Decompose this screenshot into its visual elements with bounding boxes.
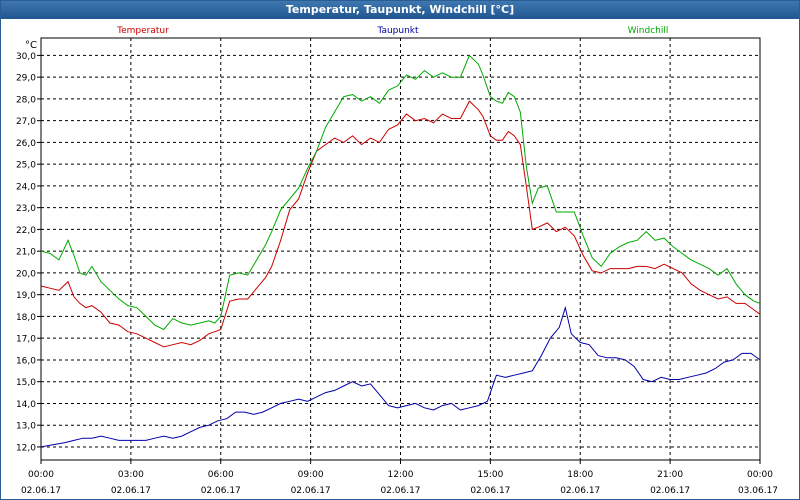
y-tick-label: 21,0 (16, 248, 36, 258)
y-tick-label: 23,0 (16, 204, 36, 214)
window-title: Temperatur, Taupunkt, Windchill [°C] (1, 1, 799, 19)
x-tick-date: 02.06.17 (201, 486, 241, 496)
x-tick-date: 02.06.17 (291, 486, 331, 496)
x-tick-time: 00:00 (28, 470, 54, 480)
legend: Temperatur Taupunkt Windchill (116, 26, 668, 36)
y-tick-label: 30,0 (16, 52, 36, 62)
x-tick-time: 03:00 (118, 470, 144, 480)
x-tick-date: 02.06.17 (560, 486, 600, 496)
x-tick-time: 15:00 (477, 470, 503, 480)
legend-temperatur: Temperatur (116, 26, 169, 36)
x-tick-time: 18:00 (567, 470, 593, 480)
y-tick-label: 19,0 (16, 291, 36, 301)
x-tick-time: 21:00 (657, 470, 683, 480)
y-tick-label: 22,0 (16, 226, 36, 236)
y-tick-label: 24,0 (16, 182, 36, 192)
y-tick-label: 12,0 (16, 443, 36, 453)
y-tick-label: 25,0 (16, 161, 36, 171)
y-axis-label: °C (25, 40, 37, 51)
x-tick-time: 00:00 (747, 470, 773, 480)
y-tick-label: 13,0 (16, 422, 36, 432)
y-tick-label: 15,0 (16, 378, 36, 388)
y-axis-ticks: 12,0 13,0 14,0 15,0 16,0 17,0 18,0 19,0 20,0 21,0… (16, 52, 41, 453)
x-axis-ticks: 00:00 02.06.17 03:00 02.06.17 06:00 02.06.17 0… (21, 460, 778, 496)
y-tick-label: 29,0 (16, 74, 36, 84)
x-tick-time: 09:00 (298, 470, 324, 480)
x-tick-time: 12:00 (388, 470, 414, 480)
legend-windchill: Windchill (628, 26, 669, 36)
x-tick-date: 02.06.17 (470, 486, 510, 496)
x-tick-date: 02.06.17 (650, 486, 690, 496)
y-tick-label: 16,0 (16, 356, 36, 366)
y-tick-label: 18,0 (16, 313, 36, 323)
series-line-taupunkt (40, 305, 761, 448)
y-tick-label: 27,0 (16, 117, 36, 127)
x-tick-date: 02.06.17 (21, 486, 61, 496)
legend-taupunkt: Taupunkt (376, 26, 419, 36)
y-tick-label: 20,0 (16, 269, 36, 279)
series-line-temperatur (40, 100, 761, 348)
y-tick-label: 17,0 (16, 335, 36, 345)
series-line-windchill (40, 54, 761, 331)
y-tick-label: 14,0 (16, 400, 36, 410)
x-tick-date: 02.06.17 (111, 486, 151, 496)
y-tick-label: 28,0 (16, 95, 36, 105)
y-tick-label: 26,0 (16, 139, 36, 149)
x-tick-date: 03.06.17 (738, 486, 778, 496)
series-lines (40, 54, 761, 448)
x-tick-time: 06:00 (208, 470, 234, 480)
x-tick-date: 02.06.17 (380, 486, 420, 496)
